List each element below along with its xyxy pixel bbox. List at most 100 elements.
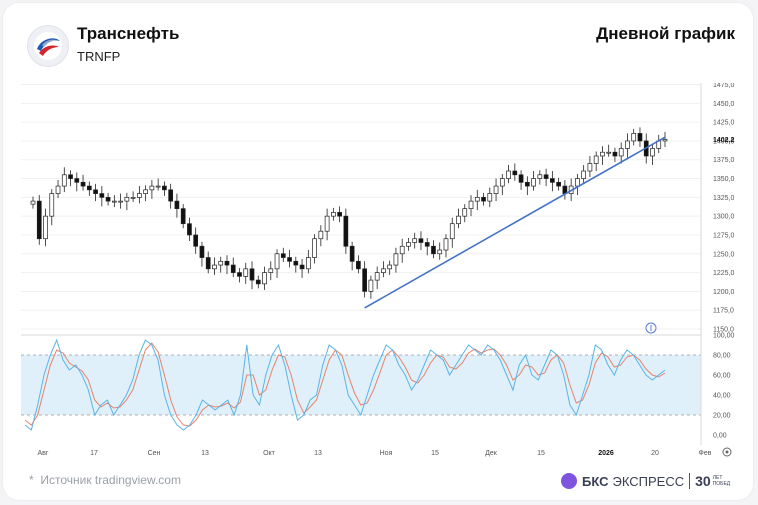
candle-body bbox=[105, 197, 111, 202]
candle-body bbox=[662, 139, 668, 142]
candle-body bbox=[268, 268, 274, 273]
candle-body bbox=[625, 140, 630, 149]
candle-body bbox=[537, 174, 543, 179]
candle-body bbox=[474, 197, 480, 202]
price-tick-label: 1425,0 bbox=[713, 120, 735, 127]
candle-body bbox=[393, 253, 399, 266]
price-tick-label: 1325,0 bbox=[713, 195, 735, 202]
stochastic-axis-ticks: 100,00 80,00 60,00 40,00 20,00 0,00 bbox=[713, 333, 735, 440]
price-chart: 1475,0 1450,0 1425,0 1400,0 1375,0 1350,0 1325… bbox=[21, 83, 735, 457]
candle-body bbox=[93, 189, 98, 194]
stochastic-tick-label: 100,00 bbox=[713, 333, 735, 340]
candle-body bbox=[293, 260, 299, 266]
candle-body bbox=[612, 151, 618, 157]
price-tick-label: 1350,0 bbox=[713, 176, 735, 183]
candle-body bbox=[543, 174, 549, 179]
candle-body bbox=[74, 178, 80, 183]
company-title: Транснефть bbox=[77, 24, 180, 43]
candle-body bbox=[518, 174, 524, 183]
stochastic-tick-label: 0,00 bbox=[713, 433, 727, 440]
candle-body bbox=[111, 200, 117, 203]
anniversary-number: 30 bbox=[695, 473, 711, 489]
candle-body bbox=[324, 215, 330, 232]
brand-separator bbox=[689, 473, 691, 489]
candle-body bbox=[218, 260, 224, 266]
brand-dot-icon bbox=[561, 473, 577, 489]
time-tick-label: 13 bbox=[201, 450, 209, 457]
candle-body bbox=[61, 174, 67, 187]
price-tick-label: 1250,0 bbox=[713, 251, 735, 258]
brand-name: БКС bbox=[582, 473, 609, 489]
candle-body bbox=[99, 193, 105, 198]
time-tick-label: Авг bbox=[38, 450, 49, 457]
candle-body bbox=[600, 151, 605, 157]
candle-body bbox=[406, 242, 411, 247]
price-tick-label: 1275,0 bbox=[713, 232, 735, 239]
candle-body bbox=[618, 148, 624, 157]
chart-card: Транснефть TRNFP Дневной график 1475,0 14… bbox=[3, 3, 753, 500]
time-axis-ticks: Авг 17 Сен 13 Окт 13 Ноя 15 Дек 15 2026 20 Фев bbox=[38, 450, 712, 457]
candle-body bbox=[180, 208, 186, 225]
settings-gear-icon[interactable] bbox=[722, 447, 732, 457]
candle-body bbox=[575, 178, 580, 187]
candle-body bbox=[130, 197, 136, 199]
candle-body bbox=[437, 249, 443, 255]
candle-body bbox=[155, 185, 161, 188]
time-tick-label: Окт bbox=[263, 450, 276, 457]
candle-body bbox=[587, 163, 593, 172]
candle-body bbox=[86, 185, 92, 191]
candle-body bbox=[274, 253, 280, 270]
candle-body bbox=[299, 264, 305, 270]
time-tick-label: 2026 bbox=[598, 450, 614, 457]
candle-body bbox=[418, 238, 424, 243]
stochastic-tick-label: 60,00 bbox=[713, 373, 731, 380]
candle-body bbox=[280, 253, 286, 258]
candle-body bbox=[468, 200, 474, 209]
candle-body bbox=[506, 170, 511, 179]
candle-body bbox=[118, 200, 123, 203]
candle-body bbox=[399, 245, 405, 255]
candle-body bbox=[456, 215, 461, 225]
candle-body bbox=[556, 181, 561, 187]
candle-body bbox=[481, 197, 486, 202]
candle-body bbox=[36, 200, 42, 240]
candle-body bbox=[55, 185, 61, 194]
candle-body bbox=[374, 272, 380, 281]
price-tick-label: 1175,0 bbox=[713, 308, 734, 315]
candle-body bbox=[262, 272, 267, 285]
candle-body bbox=[331, 212, 336, 217]
candle-body bbox=[462, 208, 468, 217]
candle-body bbox=[431, 245, 436, 255]
price-grid bbox=[21, 84, 701, 330]
price-tick-label: 1225,0 bbox=[713, 270, 735, 277]
candle-body bbox=[368, 279, 374, 292]
asterisk-icon: * bbox=[29, 473, 41, 487]
candle-body bbox=[137, 193, 142, 198]
time-tick-label: 17 bbox=[90, 450, 98, 457]
candle-body bbox=[356, 260, 361, 270]
candle-body bbox=[312, 238, 317, 258]
candle-body bbox=[343, 215, 349, 247]
price-tick-label: 1400,0 bbox=[713, 138, 735, 145]
ticker-label: TRNFP bbox=[77, 49, 121, 64]
candle-body bbox=[631, 133, 637, 142]
time-tick-label: Фев bbox=[699, 450, 712, 457]
time-tick-label: Ноя bbox=[380, 450, 393, 457]
candle-body bbox=[168, 189, 174, 202]
time-tick-label: Сен bbox=[148, 450, 161, 457]
candle-body bbox=[249, 268, 255, 281]
last-price-label: 1402,2 bbox=[713, 137, 735, 144]
candle-body bbox=[162, 185, 167, 191]
candle-body bbox=[499, 178, 505, 187]
candle-body bbox=[318, 230, 324, 240]
stochastic-k-line bbox=[24, 338, 666, 431]
candle-body bbox=[650, 148, 655, 157]
candle-body bbox=[30, 200, 36, 205]
candle-body bbox=[412, 238, 418, 243]
candle-body bbox=[43, 215, 48, 240]
candle-body bbox=[606, 151, 612, 154]
stochastic-tick-label: 80,00 bbox=[713, 353, 731, 360]
trendline bbox=[364, 136, 666, 309]
candle-body bbox=[387, 264, 393, 270]
candle-body bbox=[512, 170, 518, 176]
